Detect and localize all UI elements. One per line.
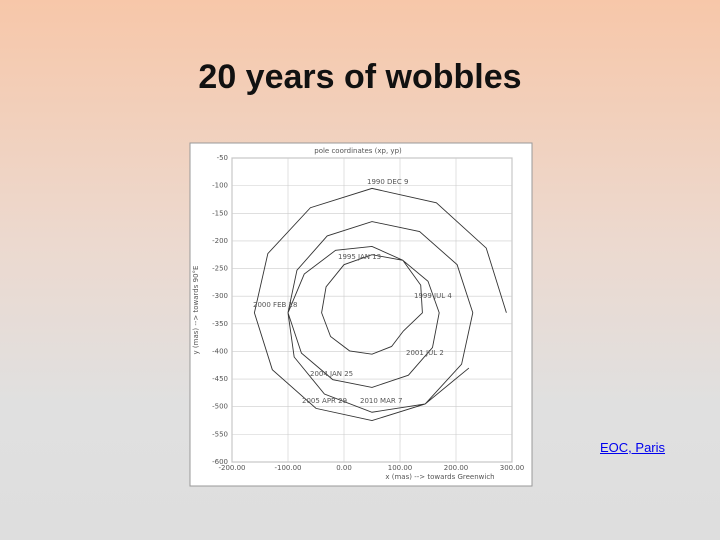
- annotation: 2005 APR 29: [302, 397, 347, 405]
- y-tick-label: -100: [212, 182, 228, 190]
- annotation: 1990 DEC 9: [367, 178, 408, 186]
- slide-title: 20 years of wobbles: [198, 58, 522, 96]
- x-tick-label: 0.00: [336, 464, 352, 472]
- annotation: 2004 JAN 25: [310, 370, 353, 378]
- y-tick-label: -350: [212, 320, 228, 328]
- x-tick-label: -200.00: [218, 464, 245, 472]
- chart-title: pole coordinates (xp, yp): [314, 147, 402, 155]
- pole-path: [253, 187, 507, 422]
- x-tick-label: 200.00: [444, 464, 469, 472]
- y-tick-label: -450: [212, 375, 228, 383]
- y-tick-label: -150: [212, 209, 228, 217]
- annotation: 1995 JAN 13: [338, 253, 381, 261]
- y-tick-label: -500: [212, 403, 228, 411]
- annotation: 2010 MAR 7: [360, 397, 402, 405]
- y-tick-label: -200: [212, 237, 228, 245]
- y-tick-label: -550: [212, 430, 228, 438]
- y-tick-label: -600: [212, 458, 228, 466]
- x-tick-label: 300.00: [500, 464, 525, 472]
- annotation: 2000 FEB 18: [253, 301, 297, 309]
- y-tick-label: -400: [212, 347, 228, 355]
- x-tick-label: 100.00: [388, 464, 413, 472]
- y-tick-label: -250: [212, 265, 228, 273]
- x-axis-label: x (mas) --> towards Greenwich: [385, 473, 494, 481]
- y-tick-label: -50: [217, 154, 228, 162]
- annotation: 1999 JUL 4: [414, 292, 452, 300]
- x-tick-label: -100.00: [274, 464, 301, 472]
- y-axis-label: y (mas) --> towards 90°E: [192, 266, 200, 355]
- annotation: 2001 JUL 2: [406, 349, 444, 357]
- y-tick-label: -300: [212, 292, 228, 300]
- source-link[interactable]: EOC, Paris: [600, 440, 666, 455]
- chart-frame: [189, 142, 533, 487]
